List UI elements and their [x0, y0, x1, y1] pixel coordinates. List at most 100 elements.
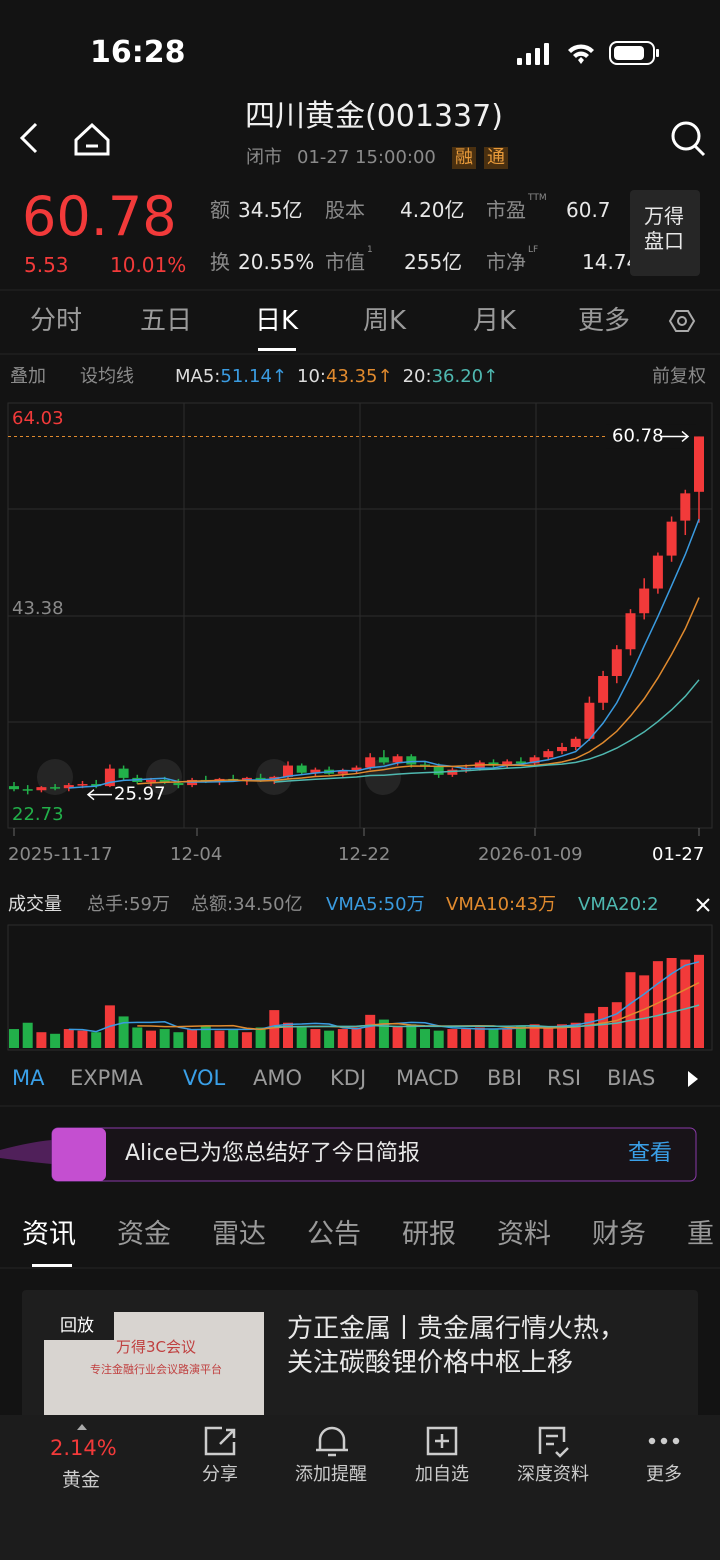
bottom-action[interactable]: 加自选: [415, 1464, 469, 1485]
close-icon[interactable]: [696, 898, 710, 912]
news-tab[interactable]: 雷达: [212, 1219, 266, 1250]
bottom-icons: [204, 1426, 680, 1458]
candle-body: [283, 765, 293, 777]
indicator-tab[interactable]: KDJ: [330, 1066, 367, 1090]
news-headline[interactable]: 关注碳酸锂价格中枢上移: [287, 1348, 574, 1378]
ma-value: 51.14↑: [220, 366, 287, 387]
volume-bar: [420, 1029, 430, 1048]
change: 5.53: [24, 253, 69, 277]
settings-icon[interactable]: [668, 310, 696, 332]
candle-body: [337, 770, 348, 774]
back-icon[interactable]: [19, 122, 38, 154]
volume-bar: [625, 972, 636, 1048]
indicator-tab[interactable]: AMO: [253, 1066, 303, 1090]
stat-value: 60.7: [566, 198, 611, 222]
last-price-label: 60.78: [612, 425, 664, 446]
date-label: 12-04: [170, 844, 223, 865]
news-tab[interactable]: 公告: [307, 1219, 361, 1250]
bottom-action[interactable]: 深度资料: [517, 1464, 589, 1485]
stat-label: 换: [210, 250, 230, 274]
news-tab[interactable]: 资讯: [22, 1219, 76, 1250]
volume-bar: [132, 1027, 143, 1048]
home-icon[interactable]: [74, 122, 110, 156]
candle-body: [310, 769, 321, 773]
indicator-tab[interactable]: VOL: [183, 1066, 226, 1090]
volume-bar: [187, 1029, 198, 1048]
indicator-tab[interactable]: BBI: [487, 1066, 523, 1090]
button-text: 万得: [644, 204, 684, 228]
candle-body: [36, 787, 47, 791]
status-time: 16:28: [90, 35, 186, 70]
volume-bar: [666, 958, 677, 1048]
indicator-tab[interactable]: EXPMA: [70, 1066, 143, 1090]
more-arrow[interactable]: [688, 1071, 698, 1087]
depth-button[interactable]: 万得 盘口: [630, 190, 700, 276]
stock-title: 四川黄金(001337): [245, 99, 503, 134]
date-ticks: [13, 828, 700, 836]
kline-frame: [7, 402, 713, 829]
candle-body: [255, 777, 266, 780]
candle-body: [351, 767, 362, 771]
stat-label: 市值: [325, 250, 365, 274]
volume-bar: [611, 1002, 622, 1048]
stat-sup: 1: [367, 245, 373, 255]
indicator-tab[interactable]: MA: [12, 1066, 45, 1090]
button-text: 盘口: [644, 229, 684, 253]
adjust-mode[interactable]: 前复权: [652, 366, 706, 387]
candle-body: [639, 588, 650, 614]
search-icon[interactable]: [671, 121, 706, 157]
status-icons: [517, 41, 659, 65]
volume-bar: [639, 975, 650, 1048]
stat-value: 14.74: [582, 250, 640, 274]
candle-body: [296, 765, 307, 773]
volume-bar: [584, 1013, 595, 1048]
news-badge: 回放: [60, 1316, 94, 1336]
candle-body: [584, 702, 595, 739]
news-tab[interactable]: 资金: [117, 1219, 171, 1250]
tab[interactable]: 更多: [578, 306, 631, 336]
news-headline[interactable]: 方正金属丨贵金属行情火热，: [287, 1314, 626, 1344]
ma-option[interactable]: 设均线: [80, 366, 134, 387]
ma-name: 10:: [297, 366, 326, 387]
candle-body: [625, 613, 636, 650]
candle-body: [392, 756, 403, 763]
candle-body: [652, 555, 663, 589]
vma-line: [137, 981, 700, 1031]
volume-bar: [337, 1029, 348, 1048]
arrow: [86, 789, 112, 801]
tab[interactable]: 日K: [255, 306, 299, 336]
tab[interactable]: 五日: [140, 306, 193, 336]
candle-body: [447, 769, 458, 775]
banner-action[interactable]: 查看: [628, 1141, 673, 1166]
volume-bar: [461, 1029, 472, 1048]
bottom-action[interactable]: 添加提醒: [295, 1464, 367, 1485]
badge: 融: [452, 147, 476, 169]
badge-bg: [44, 1312, 114, 1340]
news-tab[interactable]: 重: [687, 1219, 714, 1250]
tab[interactable]: 分时: [30, 306, 83, 336]
candle-body: [9, 786, 19, 790]
tab[interactable]: 周K: [363, 306, 407, 336]
news-tab[interactable]: 研报: [402, 1219, 456, 1250]
indicator-tab[interactable]: BIAS: [607, 1066, 656, 1090]
stat-value: 34.5亿: [238, 198, 303, 222]
volume-bar: [146, 1030, 156, 1048]
candle-body: [378, 757, 389, 763]
news-tab[interactable]: 资料: [497, 1219, 551, 1250]
bottom-action[interactable]: 更多: [646, 1464, 682, 1485]
price-label: 64.03: [12, 408, 64, 429]
market-time: 01-27 15:00:00: [297, 147, 436, 168]
tab[interactable]: 月K: [473, 306, 517, 336]
news-tab[interactable]: 财务: [592, 1219, 646, 1250]
volume-frame: [7, 924, 713, 1051]
volume-bar: [36, 1032, 47, 1048]
news-tab-underline: [32, 1264, 72, 1267]
low-label: 25.97: [114, 784, 166, 805]
indicator-tab[interactable]: RSI: [547, 1066, 582, 1090]
indicator-tab[interactable]: MACD: [396, 1066, 459, 1090]
ma-line: [274, 679, 700, 783]
ma-option[interactable]: 叠加: [10, 366, 46, 387]
date-label: 2025-11-17: [8, 844, 113, 865]
volume-bar: [214, 1030, 225, 1048]
bottom-action[interactable]: 分享: [202, 1464, 238, 1485]
